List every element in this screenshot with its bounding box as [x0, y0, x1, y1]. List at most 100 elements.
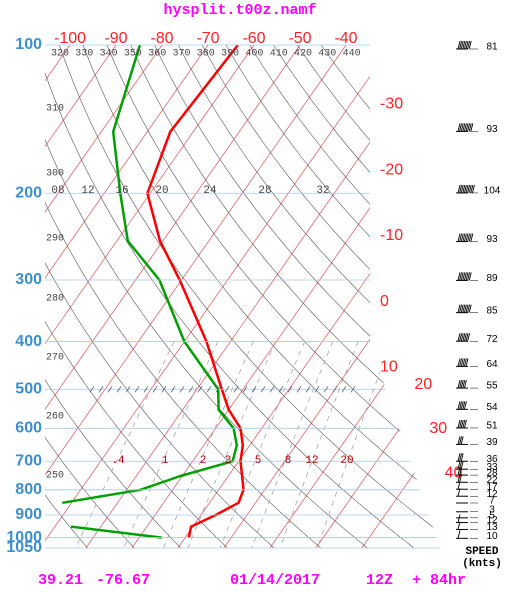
isotherm-label: -30	[380, 96, 403, 113]
dry-adiabat	[320, 45, 440, 548]
mixing-ratio-label: 08	[51, 185, 64, 197]
theta-label: 330	[75, 49, 93, 60]
wind-speed: 72	[486, 334, 498, 345]
barb-tick	[471, 184, 475, 194]
barb-tick	[468, 272, 472, 281]
wind-speed: 7	[489, 496, 495, 507]
sounding-line	[70, 525, 162, 539]
wind-speed: 12	[486, 489, 498, 500]
barb-tick	[460, 123, 464, 132]
barb-tick	[459, 401, 463, 410]
pressure-label: 500	[15, 381, 42, 398]
slash-mark	[107, 386, 113, 393]
wind-speed: 54	[486, 402, 498, 413]
barb-tick	[457, 474, 461, 483]
dry-adiabat	[154, 45, 440, 548]
wind-speed: 13	[486, 522, 498, 533]
isotherm	[223, 45, 440, 548]
pressure-label: 1000	[6, 529, 42, 546]
barb-tick	[460, 233, 464, 242]
slash-mark	[134, 386, 140, 393]
wind-barb	[456, 521, 478, 530]
theta-label: 280	[46, 294, 64, 305]
footer-text: 12Z	[366, 572, 393, 589]
slash-mark	[233, 386, 239, 393]
barb-tick	[463, 304, 467, 313]
pressure-label: 400	[15, 333, 42, 350]
barb-tick	[465, 358, 469, 367]
barb-tick	[463, 233, 467, 242]
slash-mark	[215, 386, 221, 393]
barb-tick	[457, 184, 461, 194]
wind-speed: 12	[486, 515, 498, 526]
mixing-ratio-label: 8	[285, 455, 292, 467]
pressure-label: 800	[15, 481, 42, 498]
barb-tick	[459, 379, 463, 389]
barb-tick	[457, 488, 461, 497]
mixing-ratio-label: 20	[340, 455, 353, 467]
isotherm-label: 0	[380, 293, 389, 310]
mixing-ratio-label: 12	[305, 455, 318, 467]
dry-adiabat	[249, 45, 440, 548]
wind-barb	[456, 419, 478, 429]
barb-tick	[468, 233, 472, 242]
barb-tick	[465, 233, 469, 242]
footer-text: + 84hr	[412, 572, 466, 589]
theta-label: 360	[148, 49, 166, 60]
dry-adiabat	[45, 45, 88, 548]
wind-speed: 51	[486, 421, 498, 432]
mixing-ratio-line	[75, 341, 175, 548]
barb-tick	[457, 233, 461, 242]
wind-units: (knts)	[462, 558, 502, 570]
isotherm-label: -10	[380, 227, 403, 244]
barb-tick	[460, 333, 464, 342]
temp-tick-label: -80	[150, 30, 173, 47]
dry-adiabat	[297, 45, 440, 548]
mixing-ratio-label: 2	[200, 455, 207, 467]
wind-speed: 64	[486, 359, 498, 370]
barb-tick	[465, 304, 469, 313]
wind-barb	[456, 333, 478, 342]
barb-tick	[460, 419, 464, 429]
barb-tick	[460, 304, 464, 313]
slash-mark	[278, 386, 284, 393]
wind-speed: 22	[486, 475, 498, 486]
barb-tick	[457, 453, 461, 462]
barb-tick	[457, 419, 461, 429]
slash-mark	[341, 386, 347, 393]
wind-speed: 10	[486, 531, 498, 542]
barb-tick	[457, 530, 461, 539]
wind-speed: 85	[486, 305, 498, 316]
theta-label: 410	[270, 49, 288, 60]
wind-speed: 89	[486, 273, 498, 284]
barb-tick	[457, 436, 461, 445]
barb-tick	[459, 436, 463, 445]
barb-tick	[462, 40, 466, 50]
theta-label: 340	[100, 49, 118, 60]
barb-tick	[467, 272, 471, 281]
wind-barb	[456, 184, 478, 194]
mixing-ratio-line	[187, 341, 276, 548]
barb-tick	[463, 379, 467, 389]
wind-barb	[456, 514, 478, 524]
barb-tick	[465, 123, 469, 132]
slash-mark	[323, 386, 329, 393]
dry-adiabat	[45, 45, 275, 548]
isotherm	[45, 45, 393, 548]
barb-tick	[462, 123, 466, 132]
slash-mark	[332, 386, 338, 393]
temp-tick-label: -40	[334, 30, 357, 47]
wind-barb	[456, 379, 478, 389]
barb-tick	[463, 184, 467, 194]
pressure-label: 1050	[6, 539, 42, 556]
wind-barb	[456, 436, 478, 445]
footer-text: 01/14/2017	[230, 572, 320, 589]
footer-text: 39.21	[38, 572, 83, 589]
barb-tick	[457, 379, 461, 389]
slash-mark	[143, 386, 149, 393]
barb-tick	[463, 419, 467, 429]
wind-speed: 93	[486, 124, 498, 135]
wind-barb	[456, 467, 478, 476]
theta-label: 320	[51, 49, 69, 60]
barb-tick	[457, 521, 461, 530]
